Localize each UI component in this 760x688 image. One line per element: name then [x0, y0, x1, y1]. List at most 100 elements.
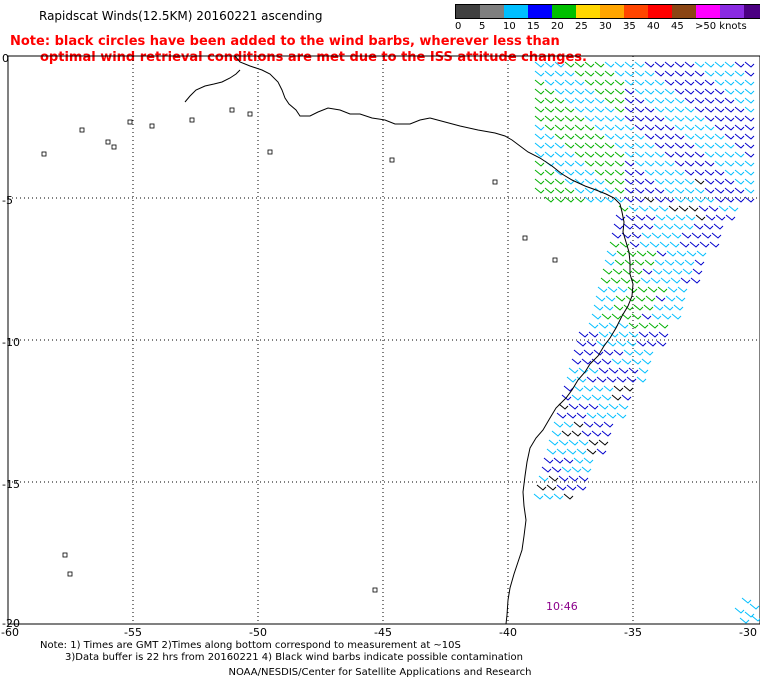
wind-barb [591, 358, 602, 365]
wind-barb [724, 169, 735, 176]
wind-barb [576, 412, 587, 419]
wind-barb [544, 106, 555, 113]
wind-barb [647, 286, 658, 293]
wind-barb [694, 169, 705, 176]
wind-barb [744, 88, 755, 95]
wind-barb [598, 367, 609, 374]
wind-barb [626, 376, 637, 383]
legend-swatch [720, 5, 744, 18]
legend-swatch [672, 5, 696, 18]
wind-barb [614, 187, 625, 194]
wind-barb [594, 160, 605, 167]
wind-barb [554, 169, 565, 176]
wind-barb [724, 187, 735, 194]
wind-barb [679, 241, 690, 248]
wind-barb [654, 259, 665, 266]
wind-barb [653, 304, 664, 311]
wind-barb [594, 88, 605, 95]
wind-barb [644, 196, 655, 203]
wind-barb [724, 160, 735, 167]
wind-barb [598, 403, 609, 410]
wind-barb [693, 223, 704, 230]
wind-barb [614, 88, 625, 95]
wind-barb [694, 196, 705, 203]
wind-barb [614, 169, 625, 176]
wind-barb [630, 277, 641, 284]
wind-barb [664, 178, 675, 185]
wind-barb [674, 133, 685, 140]
wind-barb [684, 79, 695, 86]
wind-barb [604, 187, 615, 194]
wind-barb [609, 241, 620, 248]
wind-barb [571, 394, 582, 401]
wind-barb [564, 124, 575, 131]
wind-barb [581, 466, 592, 473]
wind-barb [724, 97, 735, 104]
wind-barb [644, 70, 655, 77]
wind-barb [553, 493, 564, 500]
wind-barb [728, 205, 739, 212]
wind-barb [634, 160, 645, 167]
wind-barb [704, 79, 715, 86]
wind-barb [644, 115, 655, 122]
wind-barb [646, 340, 657, 347]
legend-swatch [504, 5, 528, 18]
wind-barb [704, 187, 715, 194]
wind-barb [694, 61, 705, 68]
wind-barb [624, 142, 635, 149]
wind-barb [598, 322, 609, 329]
wind-barb [588, 439, 599, 446]
wind-barb [554, 187, 565, 194]
wind-barb [614, 196, 625, 203]
wind-barb [635, 295, 646, 302]
wind-barb [673, 223, 684, 230]
wind-barb [544, 97, 555, 104]
wind-barb [584, 79, 595, 86]
wind-barb [583, 457, 594, 464]
wind-barb [633, 304, 644, 311]
longitude-label: -55 [124, 626, 142, 639]
wind-barb [554, 115, 565, 122]
wind-barb [671, 232, 682, 239]
wind-barb [624, 97, 635, 104]
wind-barb [623, 223, 634, 230]
wind-barb [574, 115, 585, 122]
wind-barb [744, 142, 755, 149]
wind-barb [664, 88, 675, 95]
wind-barb [661, 232, 672, 239]
wind-barb [664, 142, 675, 149]
credit-line: NOAA/NESDIS/Center for Satellite Applica… [228, 667, 532, 678]
wind-barb [724, 124, 735, 131]
wind-barb [692, 268, 703, 275]
wind-barb [604, 124, 615, 131]
wind-barb [674, 178, 685, 185]
wind-barb [674, 259, 685, 266]
wind-barb [674, 70, 685, 77]
wind-barb [724, 88, 735, 95]
wind-barb [632, 268, 643, 275]
wind-barb [603, 349, 614, 356]
wind-barb [683, 223, 694, 230]
wind-barb [634, 79, 645, 86]
wind-barb [548, 475, 559, 482]
wind-barb [714, 106, 725, 113]
wind-barb [650, 277, 661, 284]
wind-barb [564, 160, 575, 167]
legend-label: 5 [479, 21, 486, 32]
wind-barb [744, 97, 755, 104]
wind-barb [714, 70, 725, 77]
wind-barb [553, 457, 564, 464]
wind-barb [578, 331, 589, 338]
legend-label: 0 [455, 21, 462, 32]
wind-barb [744, 79, 755, 86]
wind-barb [627, 286, 638, 293]
wind-barb [714, 88, 725, 95]
wind-barb [684, 259, 695, 266]
legend-swatch [576, 5, 600, 18]
wind-barb [558, 439, 569, 446]
wind-barb [684, 187, 695, 194]
wind-barb [644, 133, 655, 140]
wind-barb [534, 151, 545, 158]
wind-barb [669, 241, 680, 248]
